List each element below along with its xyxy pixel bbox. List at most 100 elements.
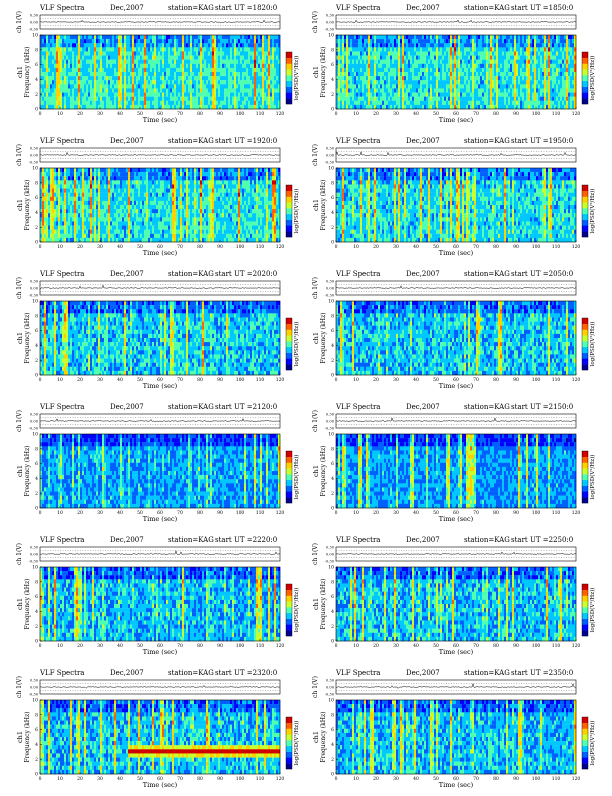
time-axis-label: Time (sec) bbox=[143, 382, 178, 390]
frequency-axis-label: Frequency (kHz) bbox=[320, 179, 327, 230]
trace-tick-label: 0.00 bbox=[30, 553, 39, 557]
x-tick-label: 20 bbox=[77, 510, 83, 516]
x-tick-label: 0 bbox=[39, 244, 42, 250]
y-tick-label: 6 bbox=[35, 62, 38, 68]
x-tick-label: 100 bbox=[236, 643, 245, 649]
y-tick-label: 6 bbox=[331, 328, 334, 334]
panel-start-time: start UT =2350:0 bbox=[511, 669, 573, 677]
x-tick-label: 70 bbox=[473, 244, 479, 250]
x-tick-label: 40 bbox=[413, 244, 419, 250]
x-tick-label: 20 bbox=[373, 377, 379, 383]
panel-title: VLF Spectra bbox=[39, 270, 84, 278]
channel-label: ch1 bbox=[312, 66, 320, 78]
panel-title: VLF Spectra bbox=[39, 403, 84, 411]
trace-tick-label: 0.30 bbox=[326, 546, 335, 550]
y-tick-label: 10 bbox=[32, 698, 38, 704]
y-tick-label: 4 bbox=[35, 476, 38, 482]
x-tick-label: 30 bbox=[97, 643, 103, 649]
x-tick-label: 10 bbox=[57, 510, 63, 516]
frequency-axis-label: Frequency (kHz) bbox=[24, 445, 31, 496]
y-tick-label: 8 bbox=[35, 47, 38, 53]
y-tick-label: 2 bbox=[35, 358, 38, 364]
y-tick-label: 10 bbox=[32, 299, 38, 305]
y-tick-label: 10 bbox=[328, 698, 334, 704]
x-tick-label: 100 bbox=[532, 643, 541, 649]
y-tick-label: 8 bbox=[331, 446, 334, 452]
x-tick-label: 30 bbox=[393, 510, 399, 516]
spectrogram-cells bbox=[40, 168, 280, 242]
time-axis-label: Time (sec) bbox=[143, 648, 178, 656]
panel-start-time: start UT =2050:0 bbox=[511, 270, 573, 278]
x-tick-label: 100 bbox=[236, 111, 245, 117]
colorbar-label: log(PSD(V²/Hz)) bbox=[589, 322, 596, 367]
channel-label: ch1 bbox=[16, 598, 24, 610]
panel-start-time: start UT =2320:0 bbox=[215, 669, 277, 677]
trace-axis-label: ch 1(V) bbox=[312, 543, 319, 565]
x-tick-label: 10 bbox=[353, 377, 359, 383]
trace-tick-label: -0.30 bbox=[325, 560, 335, 564]
y-tick-label: 4 bbox=[331, 343, 334, 349]
x-tick-label: 40 bbox=[413, 643, 419, 649]
trace-axis-label: ch 1(V) bbox=[16, 410, 23, 432]
y-tick-label: 8 bbox=[35, 313, 38, 319]
trace-axis-label: ch 1(V) bbox=[312, 11, 319, 33]
y-tick-label: 6 bbox=[35, 195, 38, 201]
trace-tick-label: 0.00 bbox=[326, 420, 335, 424]
panel-date: Dec,2007 bbox=[406, 669, 440, 677]
x-tick-label: 30 bbox=[393, 643, 399, 649]
trace-tick-label: 0.30 bbox=[326, 14, 335, 18]
panel-title: VLF Spectra bbox=[335, 403, 380, 411]
x-tick-label: 0 bbox=[335, 377, 338, 383]
colorbar bbox=[582, 52, 588, 104]
panel-station: station=KAG bbox=[464, 669, 510, 677]
x-tick-label: 30 bbox=[393, 377, 399, 383]
frequency-axis-label: Frequency (kHz) bbox=[24, 711, 31, 762]
x-tick-label: 110 bbox=[552, 643, 561, 649]
panel-title: VLF Spectra bbox=[39, 137, 84, 145]
y-tick-label: 6 bbox=[331, 594, 334, 600]
x-tick-label: 0 bbox=[335, 643, 338, 649]
x-tick-label: 20 bbox=[373, 776, 379, 782]
x-tick-label: 100 bbox=[236, 244, 245, 250]
x-tick-label: 90 bbox=[513, 244, 519, 250]
panel-title: VLF Spectra bbox=[39, 536, 84, 544]
x-tick-label: 100 bbox=[532, 111, 541, 117]
x-tick-label: 70 bbox=[473, 776, 479, 782]
panel-station: station=KAG bbox=[464, 403, 510, 411]
y-tick-label: 4 bbox=[331, 210, 334, 216]
trace-tick-label: -0.30 bbox=[325, 294, 335, 298]
x-tick-label: 10 bbox=[57, 111, 63, 117]
x-tick-label: 0 bbox=[335, 244, 338, 250]
y-tick-label: 10 bbox=[328, 565, 334, 571]
x-tick-label: 20 bbox=[373, 510, 379, 516]
x-tick-label: 0 bbox=[335, 510, 338, 516]
spectrogram-cells bbox=[336, 168, 576, 242]
x-tick-label: 10 bbox=[353, 244, 359, 250]
y-tick-label: 2 bbox=[35, 757, 38, 763]
panel-start-time: start UT =2020:0 bbox=[215, 270, 277, 278]
x-tick-label: 20 bbox=[77, 377, 83, 383]
y-tick-label: 4 bbox=[35, 210, 38, 216]
x-tick-label: 90 bbox=[513, 643, 519, 649]
channel-label: ch1 bbox=[16, 332, 24, 344]
y-tick-label: 8 bbox=[35, 446, 38, 452]
x-tick-label: 0 bbox=[39, 111, 42, 117]
trace-tick-label: -0.30 bbox=[29, 294, 39, 298]
x-tick-label: 40 bbox=[117, 776, 123, 782]
trace-tick-label: 0.00 bbox=[30, 686, 39, 690]
x-tick-label: 30 bbox=[97, 776, 103, 782]
panel-start-time: start UT =1950:0 bbox=[511, 137, 573, 145]
y-tick-label: 8 bbox=[331, 180, 334, 186]
x-tick-label: 30 bbox=[97, 510, 103, 516]
x-tick-label: 120 bbox=[276, 510, 285, 516]
colorbar-label: log(PSD(V²/Hz)) bbox=[293, 721, 300, 766]
y-tick-label: 8 bbox=[35, 579, 38, 585]
y-tick-label: 2 bbox=[331, 491, 334, 497]
x-tick-label: 80 bbox=[493, 776, 499, 782]
frequency-axis-label: Frequency (kHz) bbox=[24, 46, 31, 97]
x-tick-label: 10 bbox=[57, 776, 63, 782]
